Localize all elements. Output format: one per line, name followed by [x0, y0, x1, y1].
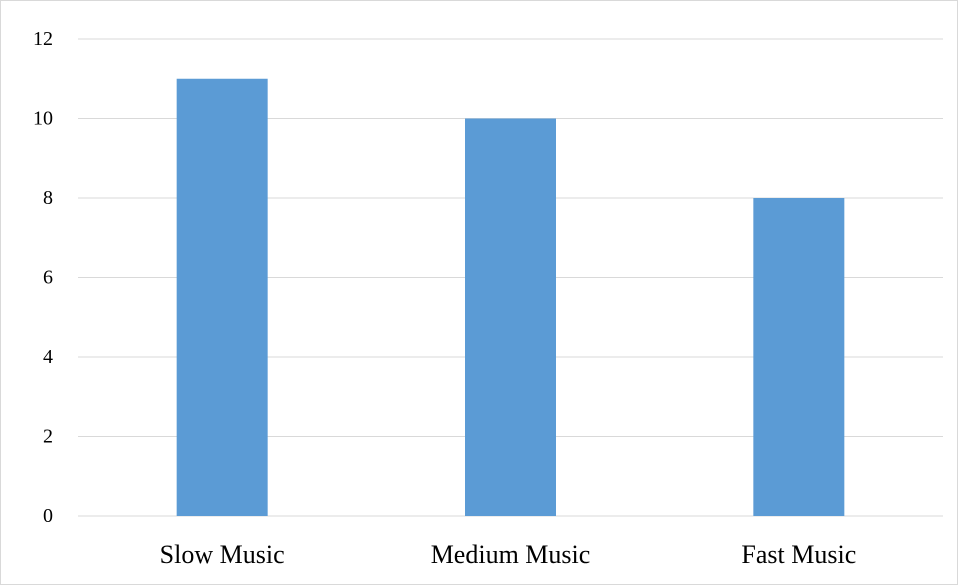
x-tick-label: Medium Music	[431, 540, 591, 569]
y-tick-label: 6	[43, 267, 53, 289]
y-tick-label: 0	[43, 505, 53, 527]
y-tick-label: 12	[33, 28, 53, 50]
bar-fast-music	[753, 198, 845, 516]
bar-slow-music	[176, 78, 268, 516]
y-axis-ticks: 0 2 4 6 8 10 12	[33, 28, 53, 527]
x-tick-label: Slow Music	[160, 540, 285, 569]
x-axis-ticks: Slow Music Medium Music Fast Music	[160, 540, 857, 569]
x-tick-label: Fast Music	[741, 540, 856, 569]
bars	[176, 78, 845, 516]
y-tick-label: 8	[43, 187, 53, 209]
bar-medium-music	[465, 118, 556, 516]
y-tick-label: 10	[33, 108, 53, 130]
y-tick-label: 4	[43, 346, 53, 368]
y-tick-label: 2	[43, 426, 53, 448]
